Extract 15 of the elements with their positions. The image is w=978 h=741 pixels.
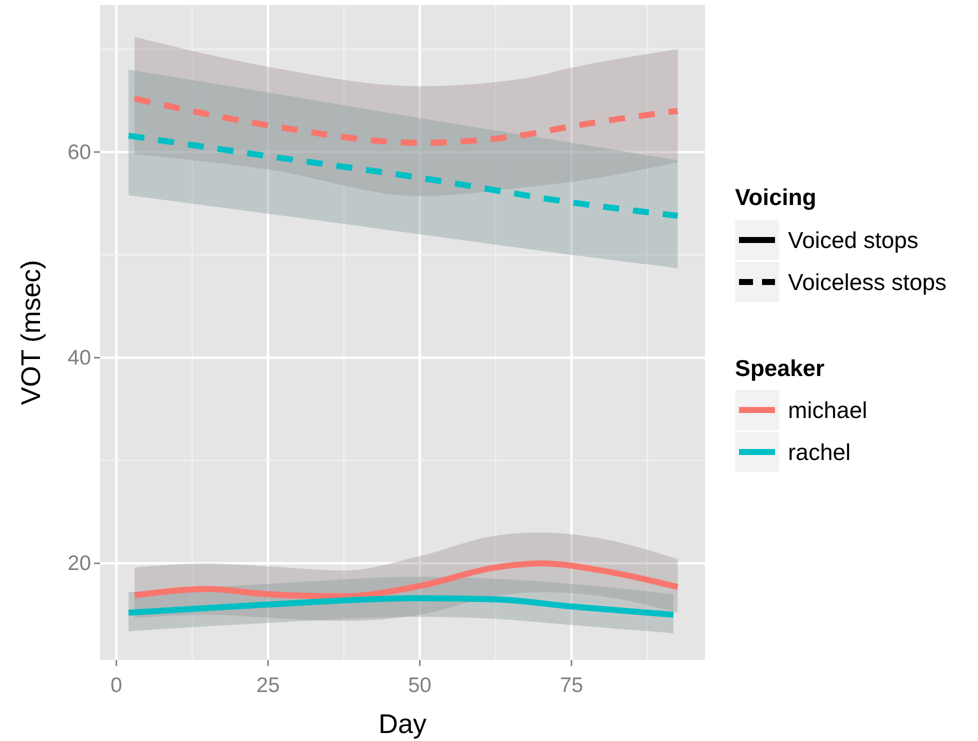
legend-title: Speaker [735, 355, 825, 381]
x-tick-label: 25 [256, 674, 280, 698]
x-tick-label: 75 [560, 674, 584, 698]
x-tick-label: 50 [408, 674, 432, 698]
text: Voicing [735, 184, 816, 210]
legend-label: michael [788, 397, 868, 423]
y-axis-title: VOT (msec) [16, 260, 46, 406]
y-tick-label: 60 [68, 140, 91, 164]
y-tick-label: 40 [68, 346, 91, 370]
x-tick-label: 0 [110, 674, 122, 698]
text: Voiced stops [788, 227, 918, 253]
y-tick-label: 20 [68, 552, 91, 576]
x-axis-title: Day [378, 709, 428, 739]
text: Voiceless stops [788, 269, 947, 295]
legend-label: rachel [788, 439, 851, 465]
